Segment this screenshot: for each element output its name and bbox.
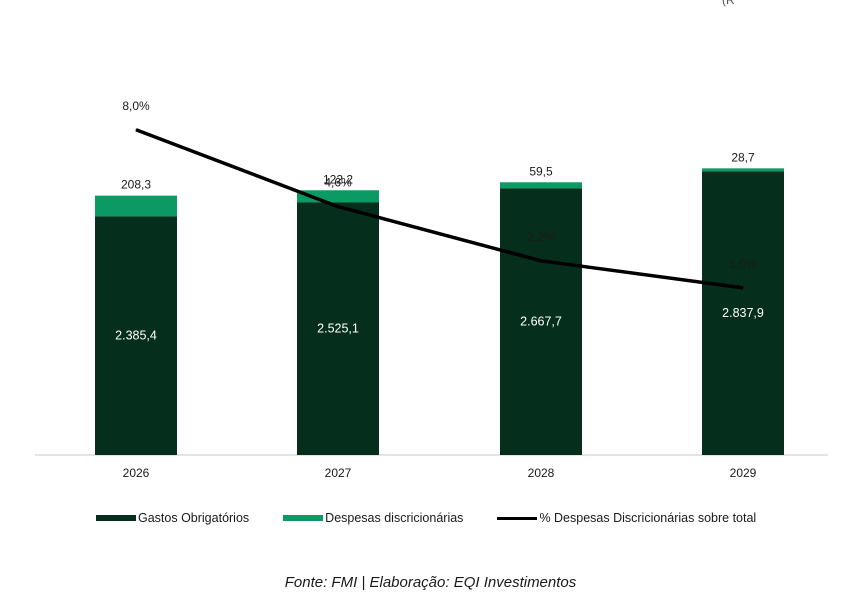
bar-despesas-2028	[500, 182, 582, 189]
source-caption: Fonte: FMI | Elaboração: EQI Investiment…	[284, 574, 577, 591]
legend-label-percent: % Despesas Discricionárias sobre total	[539, 511, 757, 525]
x-tick-label-2029: 2029	[730, 466, 757, 480]
legend-label-despesas: Despesas discricionárias	[325, 511, 464, 525]
line-percent-despesas	[135, 128, 744, 290]
line-point-2029	[742, 287, 744, 289]
bar-gastos-2027	[297, 202, 379, 455]
line-label-2027: 4,6%	[324, 176, 352, 190]
bar-gastos-2026	[95, 216, 177, 455]
data-label-gastos-2028: 2.667,7	[520, 315, 562, 329]
legend-item-percent: % Despesas Discricionárias sobre total	[497, 511, 756, 525]
legend-item-despesas: Despesas discricionárias	[283, 511, 463, 525]
data-label-gastos-2026: 2.385,4	[115, 329, 157, 343]
data-label-gastos-2029: 2.837,9	[722, 306, 764, 320]
data-label-despesas-2027: 122,2	[323, 172, 353, 186]
line-label-2028: 2,2%	[527, 230, 555, 244]
unit-label-fragment: (R	[722, 0, 735, 7]
line-point-2026	[135, 129, 137, 131]
x-tick-label-2026: 2026	[123, 466, 150, 480]
legend-label-gastos: Gastos Obrigatórios	[138, 511, 250, 525]
legend-swatch-despesas	[283, 515, 324, 521]
data-label-gastos-2027: 2.525,1	[317, 322, 359, 336]
bar-despesas-2026	[95, 195, 177, 217]
legend: Gastos Obrigatórios Despesas discricioná…	[96, 511, 790, 525]
data-label-despesas-2028: 59,5	[529, 164, 553, 178]
legend-swatch-gastos	[96, 515, 136, 521]
line-point-2028	[540, 260, 542, 262]
bar-gastos-2028	[500, 188, 582, 456]
x-tick-label-2028: 2028	[528, 466, 555, 480]
data-label-despesas-2026: 208,3	[121, 178, 151, 192]
line-label-2029: 1,0%	[729, 257, 757, 271]
data-label-despesas-2029: 28,7	[731, 150, 755, 164]
line-point-2027	[337, 206, 339, 208]
bar-gastos-2029	[702, 171, 784, 455]
bars-group	[95, 168, 784, 456]
labels-group: 2.385,4 208,3 2026 2.525,1 122,2 2027 2.667,7 5…	[115, 99, 764, 480]
legend-swatch-percent	[497, 516, 538, 520]
legend-item-gastos: Gastos Obrigatórios	[96, 511, 249, 525]
bar-despesas-2029	[702, 168, 784, 172]
line-label-2026: 8,0%	[122, 99, 150, 113]
line-series-group	[135, 128, 744, 290]
x-tick-label-2027: 2027	[325, 466, 352, 480]
